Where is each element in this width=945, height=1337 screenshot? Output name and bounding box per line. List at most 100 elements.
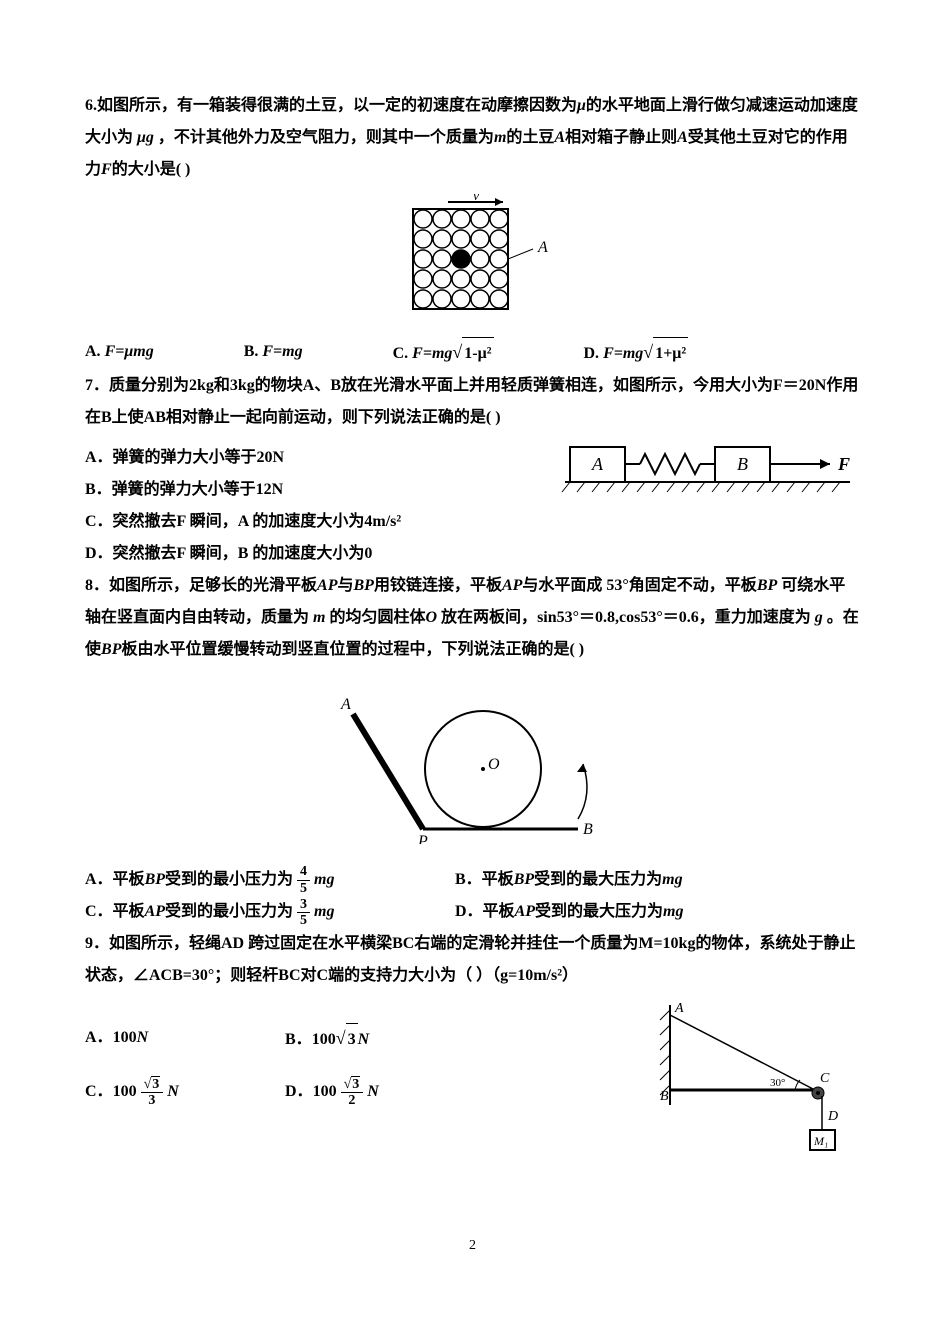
- q7-text: 7．质量分别为2kg和3kg的物块A、B放在光滑水平面上并用轻质弹簧相连，如图所…: [85, 377, 858, 426]
- q8-m: m: [313, 609, 325, 626]
- q7-options: A．弹簧的弹力大小等于20N B．弹簧的弹力大小等于12N C．突然撤去F 瞬间…: [85, 442, 540, 570]
- q9-angle: 30°: [770, 1077, 785, 1089]
- q8-oa-pre: A．平板: [85, 871, 145, 888]
- q6-t7: 的大小是( ): [112, 161, 191, 178]
- q8-oc-mg: mg: [314, 903, 334, 920]
- q6-F: F: [101, 161, 112, 178]
- q8-od-pre: D．平板: [455, 903, 515, 920]
- q9-od-d: 2: [341, 1093, 364, 1108]
- q8-option-c: C．平板AP受到的最小压力为 35 mg: [85, 896, 405, 928]
- q6-mug: μg: [137, 129, 154, 146]
- q6-A-label: A: [537, 239, 548, 256]
- q9-dM: M₁: [813, 1134, 828, 1148]
- q8-row2: C．平板AP受到的最小压力为 35 mg D．平板AP受到的最大压力为mg: [85, 896, 860, 928]
- q8-options: A．平板BP受到的最小压力为 45 mg B．平板BP受到的最大压力为mg C．…: [85, 864, 860, 928]
- q8-dO: O: [488, 756, 500, 773]
- q8-BP3: BP: [101, 641, 121, 658]
- q8-svg: A P B O: [333, 674, 613, 844]
- q8-ob-mg: mg: [662, 871, 682, 888]
- q8-O: O: [425, 609, 437, 626]
- q9-svg: B A C 30° D M₁: [640, 1000, 860, 1160]
- q9-option-a: A．100N: [85, 1022, 235, 1054]
- q9-oc-n: N: [167, 1083, 179, 1100]
- q6-ob-val: F=mg: [262, 343, 302, 360]
- q6-od-sqrt: 1+μ²: [653, 337, 688, 370]
- q7-dA: A: [591, 454, 604, 474]
- q9-od-n: N: [367, 1083, 379, 1100]
- q8-row1: A．平板 BP 受到的最小压力为 45 mg B．平板BP受到的最大压力为mg: [85, 864, 860, 896]
- q6-ob-label: B.: [244, 343, 263, 360]
- q9-row1: A．100N B．100√3N: [85, 1020, 620, 1056]
- q6-svg: v A: [373, 194, 573, 314]
- q8-ob-bp: BP: [514, 871, 534, 888]
- q9-oa-l: A．: [85, 1029, 113, 1046]
- q8-t3: 用铰链连接，平板: [374, 577, 502, 594]
- q6-A2: A: [677, 129, 688, 146]
- q9-od-l: D．: [285, 1083, 313, 1100]
- q9-od-s: 3: [351, 1076, 360, 1092]
- q8-option-d: D．平板AP受到的最大压力为mg: [455, 896, 683, 928]
- q8-oc-post: 受到的最小压力为: [165, 903, 293, 920]
- q9-oc-v: 100: [113, 1083, 137, 1100]
- q6-figure: v A: [85, 194, 860, 326]
- q7-option-a: A．弹簧的弹力大小等于20N: [85, 442, 540, 474]
- q8-t10: 板由水平位置缓慢转动到竖直位置的过程中，下列说法正确的是( ): [121, 641, 584, 658]
- question-9: 9．如图所示，轻绳AD 跨过固定在水平横梁BC右端的定滑轮并挂住一个质量为M=1…: [85, 928, 860, 992]
- q7-body: A．弹簧的弹力大小等于20N B．弹簧的弹力大小等于12N C．突然撤去F 瞬间…: [85, 442, 860, 570]
- q6-oc-sqrt: 1-μ²: [462, 337, 493, 370]
- q8-oc-pre: C．平板: [85, 903, 145, 920]
- q8-oc-den: 5: [297, 913, 310, 928]
- q8-oc-num: 3: [297, 897, 310, 913]
- q8-oa-post: 受到的最小压力为: [165, 871, 293, 888]
- q6-t1: 6.如图所示，有一箱装得很满的土豆，以一定的初速度在动摩擦因数为: [85, 97, 577, 114]
- q8-od-mg: mg: [663, 903, 683, 920]
- q9-oc-d: 3: [141, 1093, 164, 1108]
- q8-t8: ，重力加速度为: [699, 609, 815, 626]
- q8-od-ap: AP: [515, 903, 535, 920]
- q6-t5: 相对箱子静止则: [565, 129, 677, 146]
- q8-BP2: BP: [757, 577, 777, 594]
- q7-option-b: B．弹簧的弹力大小等于12N: [85, 474, 540, 506]
- q8-oa-num: 4: [297, 864, 310, 880]
- q8-g: g: [815, 609, 823, 626]
- q6-mu: μ: [577, 97, 586, 114]
- q6-option-c: C. F=mg√1-μ²: [393, 334, 494, 370]
- q9-row2: C．100 √33 N D．100 √32 N: [85, 1076, 620, 1108]
- q8-t2: 与: [337, 577, 353, 594]
- q8-od-post: 受到的最大压力为: [535, 903, 663, 920]
- q7-dF: F: [837, 454, 850, 474]
- q9-dD: D: [827, 1109, 838, 1124]
- q8-dA: A: [340, 696, 351, 713]
- q6-A1: A: [554, 129, 565, 146]
- q8-t7: 放在两板间，: [437, 609, 537, 626]
- question-6: 6.如图所示，有一箱装得很满的土豆，以一定的初速度在动摩擦因数为μ的水平地面上滑…: [85, 90, 860, 186]
- q9-option-b: B．100√3N: [285, 1020, 369, 1056]
- q6-options: A. F=μmg B. F=mg C. F=mg√1-μ² D. F=mg√1+…: [85, 334, 860, 370]
- q8-oa-den: 5: [297, 881, 310, 896]
- q8-ob-pre: B．平板: [455, 871, 514, 888]
- q8-figure: A P B O: [85, 674, 860, 856]
- q8-t1: 8．如图所示，足够长的光滑平板: [85, 577, 317, 594]
- q9-dB: B: [660, 1089, 669, 1104]
- q6-option-d: D. F=mg√1+μ²: [584, 334, 689, 370]
- q8-dB: B: [583, 821, 593, 838]
- q9-oc-l: C．: [85, 1083, 113, 1100]
- q6-v-label: v: [473, 194, 480, 204]
- q8-AP2: AP: [502, 577, 522, 594]
- q9-oa-v: 100: [113, 1029, 137, 1046]
- q7-option-c: C．突然撤去F 瞬间，A 的加速度大小为4m/s²: [85, 506, 540, 538]
- q6-od-pre: F=mg: [603, 345, 643, 362]
- question-8: 8．如图所示，足够长的光滑平板AP与BP用铰链连接，平板AP与水平面成 53°角…: [85, 570, 860, 666]
- q9-ob-l: B．: [285, 1031, 312, 1048]
- q9-dA: A: [674, 1001, 684, 1016]
- q6-option-a: A. F=μmg: [85, 336, 154, 368]
- q8-oc-ap: AP: [145, 903, 165, 920]
- q9-dC: C: [820, 1071, 830, 1086]
- q9-ob-n: N: [358, 1031, 370, 1048]
- q9-od-v: 100: [313, 1083, 337, 1100]
- q7-figure: A B F: [560, 442, 860, 514]
- q8-option-b: B．平板BP受到的最大压力为mg: [455, 864, 683, 896]
- q6-t3: ，不计其他外力及空气阻力，则其中一个质量为: [154, 129, 494, 146]
- q6-t4: 的土豆: [506, 129, 554, 146]
- q8-AP1: AP: [317, 577, 337, 594]
